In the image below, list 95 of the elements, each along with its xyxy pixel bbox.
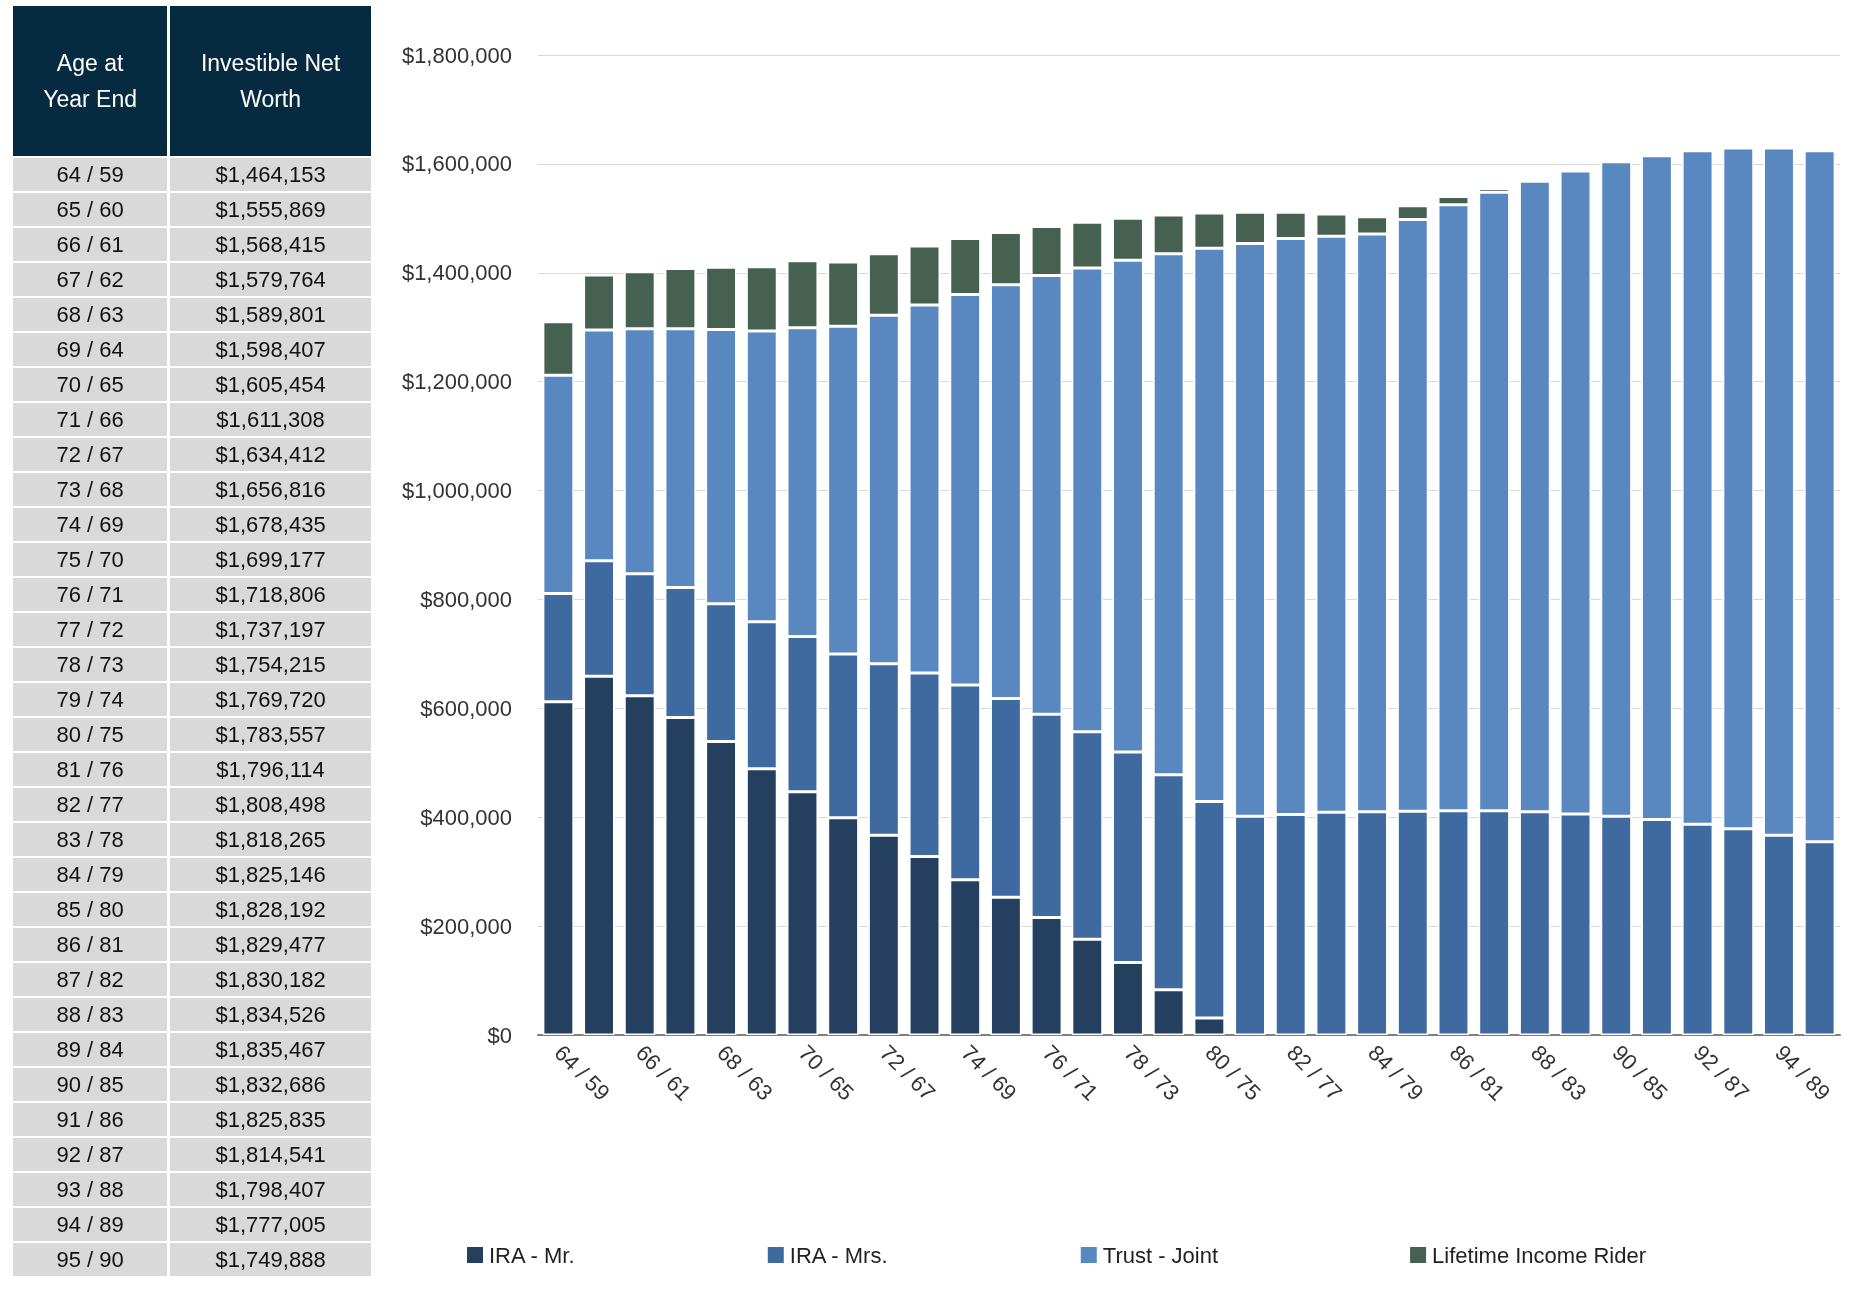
x-tick-label: 64 / 59 [549,1040,615,1106]
category-label: 75 / 70 [13,543,168,576]
category-label: 64 / 59 [13,158,168,191]
text: $1,835,467 [215,1036,326,1062]
category-label: 91 / 86 [13,1103,168,1136]
x-tick-label: 90 / 85 [1607,1040,1673,1106]
text: $1,749,888 [215,1246,326,1272]
text: $1,737,197 [215,616,326,642]
category-label: 80 / 75 [13,718,168,751]
x-tick-label: 70 / 65 [793,1040,859,1106]
category-label: 92 / 87 [13,1138,168,1171]
text: $1,555,869 [215,196,326,222]
text: $1,828,192 [215,896,326,922]
x-tick-label: 88 / 83 [1526,1040,1592,1106]
text: $1,825,146 [215,861,326,887]
text: $1,798,407 [215,1176,326,1202]
x-tick-label: 80 / 75 [1200,1040,1266,1106]
category-label: 74 / 69 [13,508,168,541]
legend-label: Trust - Joint [1102,1242,1219,1268]
legend-label: IRA - Mr. [489,1242,575,1268]
category-label: 88 / 83 [13,998,168,1031]
text: $1,814,541 [215,1141,326,1167]
text: Investible Net Worth [170,6,371,156]
x-tick-label: 86 / 81 [1444,1040,1510,1106]
y-tick-label: $400,000 [420,804,512,830]
x-tick-label: 74 / 69 [956,1040,1022,1106]
category-label: 67 / 62 [13,263,168,296]
text: $1,796,114 [216,756,325,782]
y-tick-label: $1,600,000 [401,151,512,177]
text: $1,699,177 [215,546,326,572]
text: $1,605,454 [215,371,326,397]
text: $1,718,806 [215,581,326,607]
text: $1,464,153 [215,161,326,187]
category-label: 73 / 68 [13,473,168,506]
category-label: 72 / 67 [13,438,168,471]
text: $1,678,435 [215,511,326,537]
text: $1,830,182 [215,966,326,992]
text: $1,777,005 [215,1211,326,1237]
y-tick-label: $600,000 [420,695,512,721]
category-label: 66 / 61 [13,228,168,261]
x-tick-label: 94 / 89 [1770,1040,1836,1106]
category-label: 83 / 78 [13,823,168,856]
text: $1,579,764 [215,266,326,292]
text: $1,589,801 [215,301,326,327]
text: $1,825,835 [215,1106,326,1132]
category-label: 85 / 80 [13,893,168,926]
text: $1,834,526 [215,1001,326,1027]
x-tick-label: 68 / 63 [712,1040,778,1106]
text: $1,832,686 [215,1071,326,1097]
category-label: 69 / 64 [13,333,168,366]
x-tick-label: 76 / 71 [1037,1040,1103,1106]
text: Age at Year End [13,6,168,156]
text: $1,568,415 [215,231,326,257]
y-tick-label: $800,000 [420,586,512,612]
legend-label: Lifetime Income Rider [1432,1242,1647,1268]
x-tick-label: 66 / 61 [630,1040,697,1106]
text: $1,769,720 [215,686,326,712]
y-tick-label: $1,400,000 [401,260,512,286]
y-tick-label: $0 [487,1022,512,1048]
category-label: 78 / 73 [13,648,168,681]
category-label: 68 / 63 [13,298,168,331]
text: $1,598,407 [215,336,326,362]
category-label: 79 / 74 [13,683,168,716]
category-label: 84 / 79 [13,858,168,891]
category-label: 76 / 71 [13,578,168,611]
category-label: 93 / 88 [13,1173,168,1206]
category-label: 86 / 81 [13,928,168,961]
category-label: 65 / 60 [13,193,168,226]
y-tick-label: $1,200,000 [401,369,512,395]
category-label: 81 / 76 [13,753,168,786]
x-tick-label: 78 / 73 [1119,1040,1185,1106]
text: $1,634,412 [215,441,326,467]
text: $1,829,477 [215,931,326,957]
category-label: 71 / 66 [13,403,168,436]
y-tick-label: $1,000,000 [401,478,512,504]
x-tick-label: 82 / 77 [1281,1040,1348,1106]
y-tick-label: $200,000 [420,913,512,939]
text: $1,808,498 [215,791,326,817]
text: $1,818,265 [215,826,326,852]
category-label: 82 / 77 [13,788,168,821]
x-tick-label: 84 / 79 [1363,1040,1429,1106]
legend-label: IRA - Mrs. [789,1242,888,1268]
text: $1,656,816 [215,476,326,502]
category-label: 94 / 89 [13,1208,168,1241]
text: $1,783,557 [215,721,326,747]
x-tick-label: 72 / 67 [875,1040,941,1106]
text: $1,611,308 [216,406,325,432]
x-tick-label: 92 / 87 [1688,1040,1754,1106]
category-label: 87 / 82 [13,963,168,996]
category-label: 77 / 72 [13,613,168,646]
category-label: 89 / 84 [13,1033,168,1066]
text: $1,754,215 [215,651,326,677]
y-tick-label: $1,800,000 [401,42,512,68]
category-label: 70 / 65 [13,368,168,401]
category-label: 95 / 90 [13,1243,168,1276]
